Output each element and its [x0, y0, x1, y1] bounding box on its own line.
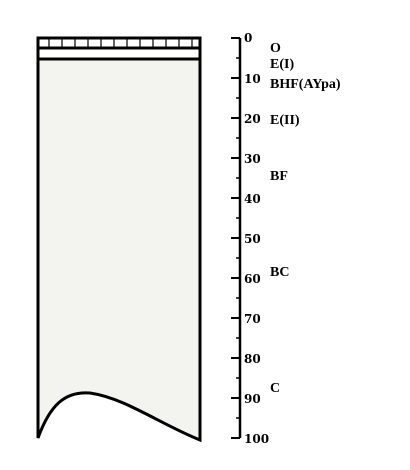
- horizon-label: BHF(AYpa): [270, 77, 341, 92]
- depth-axis: 0 10 20 30 40 50 60 70 80 90 100: [231, 31, 269, 446]
- depth-tick-label: 90: [244, 392, 261, 406]
- depth-tick-label: 10: [244, 72, 261, 86]
- depth-tick-label: 40: [244, 192, 261, 206]
- depth-tick-label: 70: [244, 312, 261, 326]
- depth-tick-label: 50: [244, 232, 261, 246]
- horizon-labels: OE(I) BHF(AYpa) E(II) BF BC C: [270, 41, 341, 396]
- depth-tick-label: 30: [244, 152, 261, 166]
- e-layer-band: [36, 46, 202, 61]
- horizon-label: C: [270, 381, 280, 396]
- depth-tick-label: 60: [244, 272, 261, 286]
- depth-tick-label: 0: [244, 31, 252, 45]
- horizon-label: BF: [270, 169, 288, 184]
- horizon-label: E(I): [270, 57, 294, 72]
- soil-column: [36, 36, 202, 443]
- depth-tick-label: 80: [244, 352, 261, 366]
- depth-tick-label: 100: [244, 432, 269, 446]
- horizon-label: BC: [270, 265, 289, 280]
- o-layer-hatching: [48, 38, 193, 48]
- horizon-label: O: [270, 41, 281, 56]
- depth-tick-label: 20: [244, 112, 261, 126]
- horizon-label: E(II): [270, 113, 300, 128]
